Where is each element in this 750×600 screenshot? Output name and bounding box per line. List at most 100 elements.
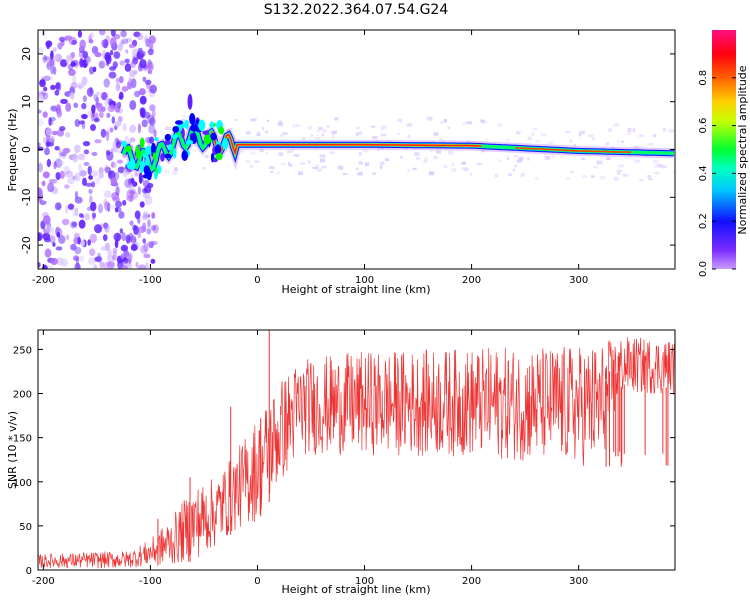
turbulence-blob [164, 133, 172, 141]
halo-speck [607, 157, 611, 160]
noise-blob [139, 95, 147, 105]
noise-blob [55, 246, 63, 251]
noise-blob [94, 256, 103, 263]
halo-speck [397, 132, 400, 136]
halo-speck [296, 124, 301, 127]
noise-blob [71, 51, 76, 59]
noise-blob [43, 75, 51, 82]
halo-speck [316, 134, 319, 137]
halo-speck [497, 122, 503, 127]
halo-speck [268, 166, 275, 170]
noise-blob [114, 33, 121, 40]
halo-speck [428, 171, 435, 176]
halo-speck [632, 128, 636, 133]
noise-blob [96, 91, 100, 97]
noise-blob [46, 158, 52, 168]
halo-speck [317, 130, 320, 133]
noise-blob [64, 35, 73, 41]
noise-blob [146, 228, 152, 235]
halo-speck [322, 129, 327, 133]
noise-blob [72, 206, 76, 217]
halo-speck [380, 133, 387, 137]
noise-blob [72, 154, 79, 163]
noise-blob [147, 219, 151, 228]
noise-blob [98, 172, 105, 179]
spectrogram-xtick-label: -200 [32, 275, 55, 286]
halo-speck [440, 121, 444, 124]
noise-blob [93, 117, 100, 123]
turbulence-blob [138, 172, 143, 184]
halo-speck [608, 128, 613, 132]
noise-blob [94, 224, 102, 234]
halo-speck [452, 163, 455, 167]
noise-blob [106, 112, 111, 118]
noise-blob [151, 109, 156, 119]
turbulence-blob [129, 158, 136, 170]
noise-blob [48, 57, 56, 68]
halo-speck [426, 116, 433, 121]
noise-blob [38, 93, 45, 103]
turbulence-blob [125, 145, 132, 153]
noise-blob [137, 47, 143, 55]
halo-speck [548, 140, 554, 145]
halo-speck [282, 132, 288, 135]
noise-blob [90, 201, 97, 212]
snr-ticks: -200 -100 0 100 200 300 0 50 100 150 200 250 [13, 330, 675, 587]
halo-speck [320, 158, 326, 163]
noise-blob [91, 212, 97, 219]
halo-speck [245, 160, 250, 163]
noise-blob [71, 221, 78, 227]
noise-blob [134, 172, 139, 177]
halo-speck [570, 170, 574, 174]
halo-speck [515, 131, 521, 135]
noise-blob [103, 78, 110, 88]
snr-ytick-label: 250 [13, 345, 32, 356]
turbulence-blob [154, 136, 159, 142]
halo-speck [379, 161, 385, 166]
noise-blob [143, 111, 151, 119]
noise-blob [129, 235, 137, 244]
halo-speck [288, 162, 291, 166]
halo-speck [406, 123, 413, 127]
turbulence-blob [198, 119, 206, 132]
halo-speck [355, 167, 359, 171]
noise-blob [118, 76, 124, 84]
colorbar-tick-label: 0.8 [698, 70, 709, 86]
noise-blob [115, 185, 120, 196]
noise-blob [112, 247, 118, 254]
halo-speck [278, 152, 284, 157]
noise-blob [153, 129, 157, 138]
halo-speck [463, 168, 470, 172]
snr-xtick-label: 100 [355, 576, 374, 587]
halo-speck [516, 159, 523, 163]
noise-blob [137, 123, 141, 134]
noise-blob [82, 50, 89, 59]
noise-blob [44, 248, 52, 258]
noise-blob [83, 161, 90, 166]
halo-speck [312, 166, 318, 170]
noise-blob [100, 246, 108, 251]
noise-blob [129, 100, 137, 111]
halo-speck [245, 131, 251, 135]
noise-blob [112, 196, 121, 202]
noise-blob [65, 132, 71, 138]
snr-xtick-label: -100 [139, 576, 162, 587]
noise-blob [145, 79, 152, 85]
noise-blob [49, 58, 55, 67]
noise-blob [53, 66, 57, 76]
noise-blob [83, 149, 90, 155]
noise-blob [69, 52, 74, 63]
noise-blob [89, 32, 94, 39]
noise-blob [77, 236, 81, 245]
snr-frame [37, 329, 676, 571]
noise-blob [130, 78, 137, 89]
noise-blob [145, 262, 149, 269]
spectrogram-xlabel: Height of straight line (km) [281, 283, 430, 296]
halo-speck [535, 139, 540, 142]
noise-blob [78, 120, 85, 125]
turbulence-blob [142, 174, 150, 179]
noise-blob [88, 175, 93, 180]
turbulence-blob [143, 165, 151, 176]
halo-speck [622, 173, 629, 177]
